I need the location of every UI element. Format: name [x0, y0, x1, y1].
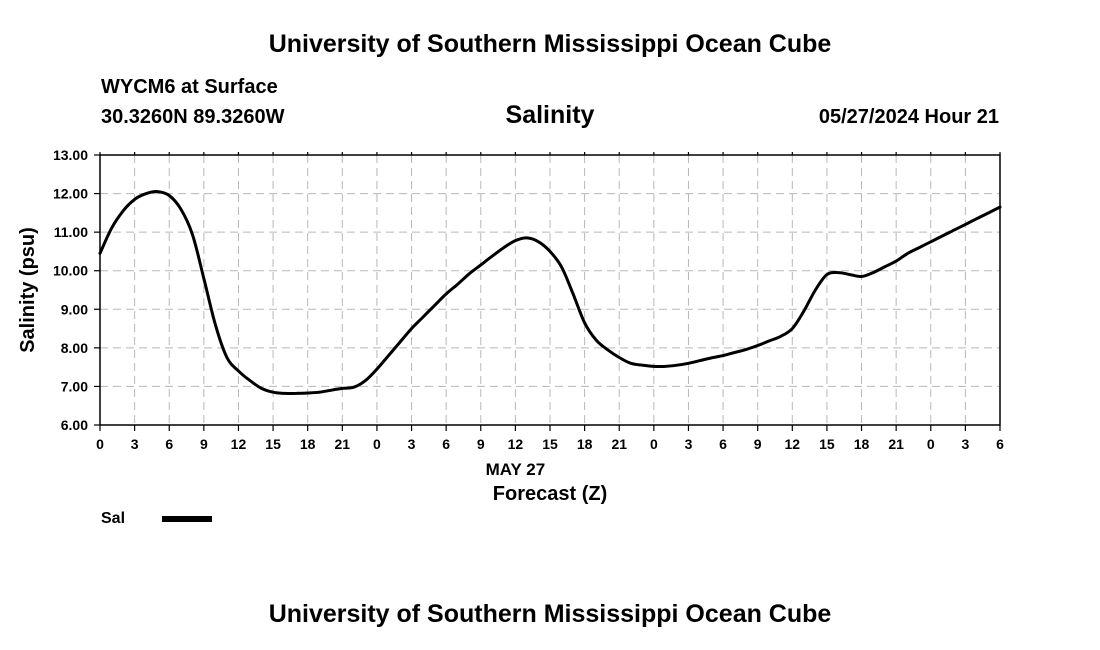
chart-footer-title: University of Southern Mississippi Ocean… — [268, 600, 832, 628]
x-tick-label: 3 — [408, 436, 416, 452]
x-tick-label: 0 — [96, 436, 104, 452]
x-tick-label: 9 — [754, 436, 762, 452]
x-tick-label: 3 — [685, 436, 693, 452]
x-tick-label: 18 — [854, 436, 870, 452]
x-tick-label: 21 — [611, 436, 627, 452]
date-labels: MAY 27MAY 28MAY 29MAY 30 — [486, 460, 546, 479]
legend-swatch-sal — [162, 516, 212, 522]
y-axis-title: Salinity (psu) — [17, 227, 39, 353]
chart-title: Salinity — [505, 101, 595, 129]
x-tick-label: 9 — [477, 436, 485, 452]
x-tick-label: 15 — [542, 436, 558, 452]
forecast-timestamp: 05/27/2024 Hour 21 — [818, 106, 999, 128]
legend-label-sal: Sal — [101, 510, 126, 527]
x-tick-label: 6 — [996, 436, 1004, 452]
x-axis-labels: 0 3 6 9 12 15 18 21 0 3 6 9 12 15 18 21 0 3 6 9 12 15 18 21 0 3 6 — [96, 436, 1004, 452]
chart-header-title: University of Southern Mississippi Ocean… — [268, 30, 832, 58]
grid-lines — [100, 155, 1000, 425]
x-tick-label: 15 — [265, 436, 281, 452]
x-tick-label: 0 — [650, 436, 658, 452]
x-tick-label: 3 — [961, 436, 969, 452]
plot-frame — [99, 154, 1001, 426]
y-tick-label: 10.00 — [53, 263, 88, 279]
y-tick-label: 12.00 — [53, 186, 88, 202]
x-tick-label: 12 — [231, 436, 247, 452]
coordinates-label: 30.3260N 89.3260W — [101, 106, 285, 128]
date-label: MAY 27 — [486, 460, 546, 479]
y-axis-labels: 6.00 7.00 8.00 9.00 10.00 11.00 12.00 13.00 — [53, 147, 88, 433]
x-tick-label: 6 — [442, 436, 450, 452]
x-tick-label: 3 — [131, 436, 139, 452]
y-tick-label: 8.00 — [61, 340, 88, 356]
x-tick-label: 12 — [508, 436, 524, 452]
y-tick-label: 9.00 — [61, 301, 88, 317]
x-tick-label: 21 — [888, 436, 904, 452]
x-tick-label: 6 — [165, 436, 173, 452]
y-tick-label: 11.00 — [54, 224, 88, 240]
x-tick-label: 12 — [785, 436, 801, 452]
y-tick-label: 13.00 — [53, 147, 88, 163]
x-tick-label: 0 — [373, 436, 381, 452]
series-layer — [98, 190, 1002, 395]
x-axis-title: Forecast (Z) — [493, 483, 607, 505]
station-label: WYCM6 at Surface — [101, 76, 278, 98]
x-tick-label: 9 — [200, 436, 208, 452]
x-tick-label: 0 — [927, 436, 935, 452]
x-tick-label: 6 — [719, 436, 727, 452]
x-tick-label: 18 — [577, 436, 593, 452]
series-line-sal — [98, 190, 1002, 395]
y-tick-label: 7.00 — [61, 378, 88, 394]
x-tick-label: 18 — [300, 436, 316, 452]
x-tick-label: 21 — [335, 436, 351, 452]
x-tick-label: 15 — [819, 436, 835, 452]
y-tick-label: 6.00 — [61, 417, 88, 433]
